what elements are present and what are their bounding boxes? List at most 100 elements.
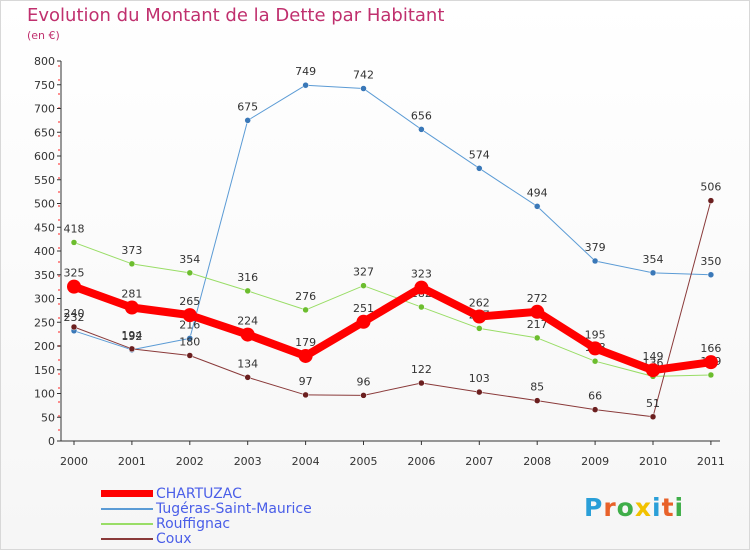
y-tick-label: 0 bbox=[48, 435, 55, 448]
logo-letter: i bbox=[674, 493, 685, 522]
x-tick-label: 2003 bbox=[234, 455, 262, 468]
legend-item-rouffignac: Rouffignac bbox=[101, 515, 231, 532]
data-point bbox=[70, 323, 78, 331]
logo-letter: i bbox=[652, 493, 662, 522]
data-label: 262 bbox=[469, 297, 490, 310]
logo-letter: x bbox=[634, 493, 652, 522]
x-tick-label: 2006 bbox=[407, 455, 435, 468]
data-label: 373 bbox=[121, 244, 142, 257]
data-point bbox=[533, 203, 541, 210]
data-label: 216 bbox=[179, 318, 200, 331]
data-point bbox=[128, 260, 136, 268]
data-point bbox=[591, 257, 599, 265]
data-point bbox=[360, 282, 367, 289]
x-tick-label: 2010 bbox=[639, 455, 667, 468]
data-point bbox=[588, 341, 603, 356]
data-point bbox=[244, 287, 251, 295]
data-label: 251 bbox=[353, 302, 374, 315]
data-point bbox=[302, 81, 309, 89]
legend-item-chartuzac: CHARTUZAC bbox=[101, 486, 242, 502]
series-line bbox=[73, 200, 712, 418]
series-line bbox=[70, 282, 715, 375]
legend-swatch-chartuzac bbox=[101, 490, 153, 497]
y-tick-label: 150 bbox=[34, 364, 55, 377]
data-label: 66 bbox=[588, 390, 602, 403]
data-label: 134 bbox=[237, 357, 258, 370]
data-label: 96 bbox=[357, 375, 371, 388]
data-label: 195 bbox=[585, 328, 606, 341]
data-point bbox=[186, 335, 194, 342]
data-point bbox=[418, 379, 425, 387]
data-label: 656 bbox=[411, 109, 432, 122]
logo-letter: P bbox=[584, 493, 604, 522]
data-point bbox=[128, 345, 136, 353]
data-point bbox=[67, 279, 81, 294]
data-point bbox=[476, 388, 483, 396]
data-label: 574 bbox=[469, 148, 490, 161]
data-point bbox=[124, 300, 139, 315]
data-point bbox=[302, 306, 309, 314]
data-label: 742 bbox=[353, 69, 374, 82]
series-line bbox=[73, 84, 712, 351]
data-label: 224 bbox=[237, 315, 258, 328]
data-label: 265 bbox=[179, 295, 200, 308]
y-tick-label: 100 bbox=[34, 388, 55, 401]
data-label: 276 bbox=[295, 290, 316, 303]
data-point bbox=[707, 371, 715, 379]
legend-swatch-coux bbox=[101, 537, 153, 540]
logo-letter: o bbox=[616, 493, 635, 522]
data-label: 180 bbox=[179, 336, 200, 349]
x-tick-label: 2004 bbox=[292, 455, 320, 468]
y-tick-label: 550 bbox=[34, 174, 55, 187]
data-point bbox=[360, 85, 367, 92]
y-tick-label: 250 bbox=[34, 316, 55, 329]
data-point bbox=[533, 397, 541, 404]
data-point bbox=[533, 334, 541, 342]
logo-letter: r bbox=[603, 493, 617, 522]
x-tick-label: 2011 bbox=[697, 455, 725, 468]
data-label: 325 bbox=[64, 267, 85, 280]
data-label: 316 bbox=[237, 271, 258, 284]
data-label: 272 bbox=[527, 292, 548, 305]
y-tick-label: 350 bbox=[34, 269, 55, 282]
data-point bbox=[530, 304, 545, 319]
data-point bbox=[476, 325, 483, 332]
data-label: 192 bbox=[121, 330, 142, 343]
legend-label: Rouffignac bbox=[156, 515, 231, 532]
data-label: 506 bbox=[700, 181, 721, 194]
data-point bbox=[472, 309, 487, 324]
data-point bbox=[298, 348, 313, 363]
data-point bbox=[182, 308, 197, 323]
x-tick-label: 2005 bbox=[350, 455, 378, 468]
data-point bbox=[244, 117, 251, 124]
x-tick-label: 2002 bbox=[176, 455, 204, 468]
x-tick-label: 2007 bbox=[465, 455, 493, 468]
proxiti-logo: Proxiti bbox=[584, 493, 684, 522]
data-label: 354 bbox=[179, 253, 200, 266]
data-label: 749 bbox=[295, 65, 316, 78]
legend-label: Coux bbox=[156, 530, 192, 547]
y-tick-label: 50 bbox=[41, 411, 55, 424]
data-label: 97 bbox=[299, 375, 313, 388]
data-point bbox=[649, 413, 657, 421]
data-label: 232 bbox=[64, 311, 85, 324]
y-tick-label: 450 bbox=[34, 221, 55, 234]
data-label: 350 bbox=[700, 255, 721, 268]
data-point bbox=[244, 374, 251, 381]
data-label: 327 bbox=[353, 266, 374, 279]
legend-swatch-rouffignac bbox=[101, 522, 153, 525]
y-tick-label: 600 bbox=[34, 150, 55, 163]
data-point bbox=[476, 165, 483, 172]
data-label: 179 bbox=[295, 336, 316, 349]
data-point bbox=[646, 363, 660, 378]
data-label: 281 bbox=[121, 288, 142, 301]
data-point bbox=[302, 391, 309, 399]
legend-swatch-tugeras bbox=[101, 507, 153, 510]
legend-label: Tugéras-Saint-Maurice bbox=[156, 500, 312, 517]
data-point bbox=[186, 269, 194, 277]
x-tick-label: 2008 bbox=[523, 455, 551, 468]
y-tick-label: 200 bbox=[34, 340, 55, 353]
data-point bbox=[186, 352, 194, 359]
